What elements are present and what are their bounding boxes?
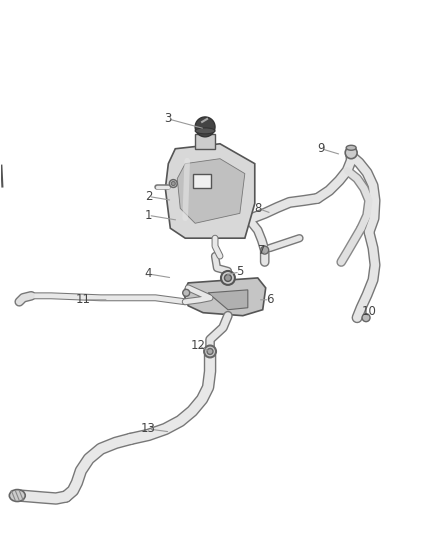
Text: 7: 7 — [258, 244, 265, 256]
Text: 6: 6 — [266, 293, 273, 306]
Text: 3: 3 — [165, 112, 172, 125]
Text: 8: 8 — [254, 202, 261, 215]
Circle shape — [261, 246, 268, 254]
Text: 2: 2 — [145, 190, 152, 203]
Circle shape — [224, 274, 231, 281]
Text: 11: 11 — [75, 293, 90, 306]
Polygon shape — [165, 144, 255, 238]
Circle shape — [362, 314, 370, 321]
Circle shape — [170, 180, 177, 188]
Ellipse shape — [195, 128, 215, 134]
Text: 5: 5 — [236, 265, 244, 278]
Text: 10: 10 — [362, 305, 377, 318]
Circle shape — [183, 289, 190, 296]
Polygon shape — [177, 159, 245, 223]
Text: 9: 9 — [318, 142, 325, 155]
Circle shape — [204, 345, 216, 358]
Circle shape — [171, 182, 175, 185]
Text: 13: 13 — [141, 423, 156, 435]
Polygon shape — [208, 290, 248, 310]
Polygon shape — [195, 134, 215, 149]
Polygon shape — [183, 278, 266, 316]
Circle shape — [345, 147, 357, 159]
Ellipse shape — [9, 490, 25, 502]
FancyBboxPatch shape — [193, 174, 211, 188]
Circle shape — [195, 117, 215, 137]
Text: 4: 4 — [145, 268, 152, 280]
Circle shape — [221, 271, 235, 285]
Ellipse shape — [346, 146, 356, 150]
Text: 1: 1 — [145, 209, 152, 222]
Circle shape — [207, 349, 213, 354]
Text: 12: 12 — [191, 339, 205, 352]
